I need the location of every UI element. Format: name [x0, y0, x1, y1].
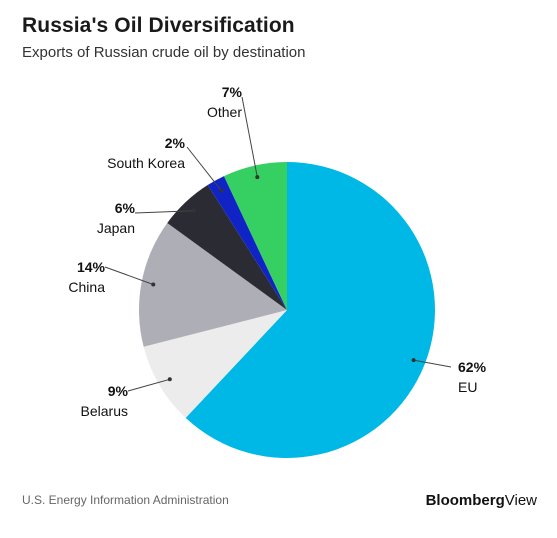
leader-line-south-korea: [186, 146, 222, 191]
brand-logo-bold: Bloomberg: [425, 492, 505, 509]
data-label-name-japan: Japan: [97, 220, 135, 236]
leader-line-belarus: [127, 378, 170, 392]
data-label-pct-belarus: 9%: [108, 383, 129, 399]
chart-subtitle: Exports of Russian crude oil by destinat…: [22, 44, 306, 61]
leader-dot-japan: [191, 208, 196, 213]
brand-logo: BloombergView: [426, 492, 537, 509]
leader-line-china: [104, 266, 154, 285]
data-label-pct-japan: 6%: [115, 200, 136, 216]
pie-slice-japan: [167, 185, 287, 310]
pie-slice-belarus: [143, 310, 287, 418]
data-label-pct-eu: 62%: [458, 359, 487, 375]
data-label-name-belarus: Belarus: [81, 403, 128, 419]
pie-slice-china: [139, 223, 287, 347]
leader-line-eu: [413, 359, 452, 368]
data-label-pct-south-korea: 2%: [165, 135, 186, 151]
pie-slice-other: [223, 162, 287, 310]
data-label-name-china: China: [68, 279, 105, 295]
brand-logo-regular: View: [504, 492, 537, 509]
pie-slice-south-korea: [207, 176, 287, 310]
leader-dot-other: [255, 175, 260, 180]
data-label-pct-china: 14%: [77, 259, 106, 275]
leader-dot-china: [151, 282, 156, 287]
chart-title: Russia's Oil Diversification: [22, 14, 295, 37]
leader-dot-eu: [411, 358, 416, 363]
data-label-pct-other: 7%: [222, 84, 243, 100]
data-label-name-south-korea: South Korea: [107, 155, 185, 171]
leader-dot-belarus: [167, 377, 172, 382]
leader-line-japan: [134, 210, 194, 214]
source-note: U.S. Energy Information Administration: [22, 493, 229, 507]
leader-dot-south-korea: [219, 188, 224, 193]
pie-slice-eu: [185, 162, 435, 459]
leader-line-other: [241, 96, 258, 178]
data-label-name-eu: EU: [458, 379, 477, 395]
data-label-name-other: Other: [207, 104, 242, 120]
